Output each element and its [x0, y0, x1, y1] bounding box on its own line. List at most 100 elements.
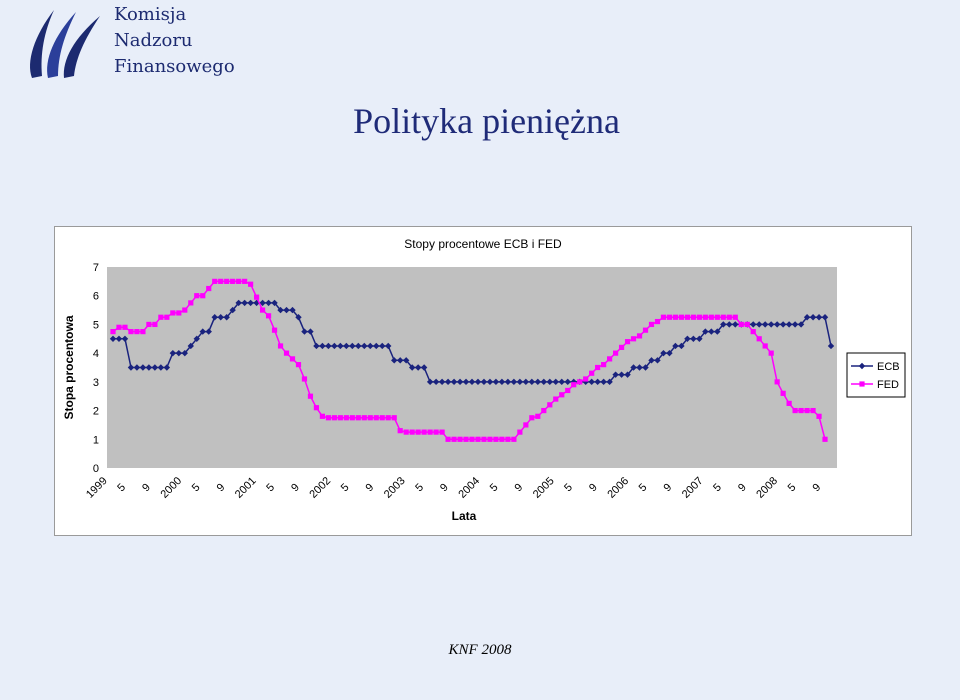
data-point-ecb — [367, 342, 374, 350]
data-point-fed — [607, 356, 613, 362]
data-point-fed — [295, 362, 302, 368]
data-point-fed — [517, 429, 523, 435]
data-point-ecb — [660, 349, 667, 357]
data-point-ecb — [277, 306, 284, 314]
data-point-ecb — [151, 364, 159, 371]
slide-title: Polityka pieniężna — [353, 101, 620, 141]
data-point-fed — [595, 364, 601, 371]
data-point-ecb — [654, 357, 661, 364]
data-point-fed — [768, 350, 774, 356]
data-point-fed — [541, 407, 547, 414]
legend-label-ecb: ECB — [877, 361, 900, 373]
data-point-fed — [810, 407, 816, 414]
data-point-fed — [481, 436, 487, 442]
data-point-fed — [726, 314, 732, 320]
data-point-fed — [361, 415, 367, 421]
data-point-fed — [511, 436, 517, 442]
data-point-ecb — [235, 299, 242, 307]
data-point-ecb — [157, 364, 165, 371]
data-point-ecb — [642, 364, 649, 371]
data-point-fed — [559, 392, 565, 398]
data-point-ecb — [259, 299, 266, 307]
data-point-fed — [577, 379, 583, 385]
data-point-fed — [230, 278, 236, 284]
x-tick-label: 5 — [115, 481, 128, 494]
data-point-fed — [337, 415, 343, 421]
data-point-ecb — [289, 306, 296, 314]
data-point-ecb — [546, 378, 553, 386]
data-point-ecb — [349, 342, 356, 350]
data-point-ecb — [247, 299, 254, 307]
data-point-fed — [744, 321, 750, 328]
y-axis-label: Stopa procentowa — [62, 315, 76, 419]
data-point-fed — [182, 307, 188, 313]
data-point-fed — [816, 413, 822, 419]
data-point-fed — [277, 343, 284, 349]
data-point-ecb — [133, 364, 141, 371]
logo-text: Komisja Nadzoru Finansowego — [114, 2, 235, 80]
x-tick-label: 9 — [140, 481, 153, 494]
data-point-fed — [565, 387, 571, 394]
data-point-fed — [804, 407, 810, 414]
data-point-ecb — [283, 306, 290, 314]
data-point-ecb — [397, 357, 404, 364]
x-tick-label: 5 — [562, 481, 575, 494]
chart-container: Stopy procentowe ECB i FED 0 1 2 3 4 5 6 7 Stopa… — [54, 226, 912, 536]
data-point-ecb — [702, 328, 709, 335]
data-point-ecb — [767, 321, 775, 328]
data-point-fed — [206, 285, 212, 292]
data-point-fed — [439, 429, 445, 435]
data-point-ecb — [301, 328, 308, 335]
x-tick-label: 5 — [711, 481, 724, 494]
y-tick-label: 4 — [93, 348, 99, 360]
logo-line-2: Nadzoru — [114, 30, 193, 51]
data-point-ecb — [648, 357, 655, 364]
data-point-ecb — [343, 342, 350, 350]
data-point-ecb — [325, 342, 332, 350]
x-tick-label: 9 — [662, 481, 675, 494]
data-point-ecb — [714, 328, 721, 335]
data-point-ecb — [672, 342, 679, 350]
x-tick-label: 5 — [488, 481, 501, 494]
data-point-ecb — [391, 357, 398, 364]
legend-marker-ecb — [858, 362, 866, 370]
data-point-fed — [750, 329, 756, 335]
data-point-ecb — [295, 314, 302, 321]
data-point-ecb — [690, 335, 697, 342]
data-point-fed — [319, 413, 326, 419]
y-tick-label: 7 — [93, 262, 99, 274]
data-point-fed — [343, 415, 349, 421]
data-point-fed — [601, 362, 607, 368]
data-point-fed — [696, 314, 702, 320]
data-point-ecb — [630, 364, 637, 371]
data-point-ecb — [726, 321, 733, 328]
data-point-ecb — [636, 364, 643, 371]
knf-logo: Komisja Nadzoru Finansowego — [14, 2, 235, 82]
data-point-fed — [259, 307, 266, 313]
data-point-fed — [349, 415, 355, 421]
data-point-ecb — [803, 314, 811, 321]
data-point-ecb — [624, 371, 631, 378]
data-point-fed — [708, 314, 714, 320]
x-tick-label: 9 — [513, 481, 526, 494]
data-point-fed — [415, 429, 421, 435]
data-point-ecb — [732, 321, 739, 328]
data-point-fed — [720, 314, 726, 320]
data-point-ecb — [809, 314, 817, 321]
data-point-fed — [547, 402, 553, 408]
data-point-ecb — [121, 335, 129, 342]
data-point-fed — [248, 281, 254, 287]
data-point-ecb — [773, 321, 781, 328]
data-point-fed — [589, 370, 595, 376]
data-point-ecb — [109, 335, 117, 342]
chart-title: Stopy procentowe ECB i FED — [404, 237, 562, 251]
data-point-fed — [128, 329, 134, 335]
data-point-fed — [367, 415, 373, 421]
x-tick-label: 5 — [413, 481, 426, 494]
data-point-ecb — [217, 314, 224, 321]
data-point-fed — [379, 415, 385, 421]
data-point-fed — [116, 324, 122, 330]
data-point-ecb — [720, 321, 727, 328]
data-point-fed — [385, 415, 391, 421]
